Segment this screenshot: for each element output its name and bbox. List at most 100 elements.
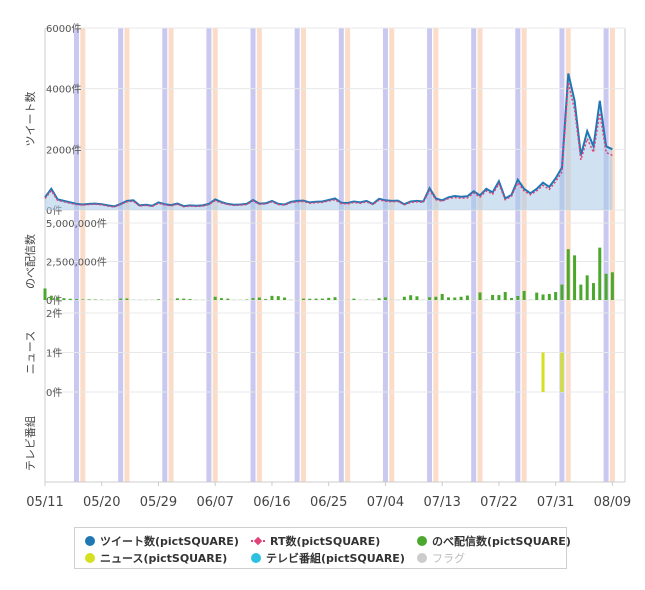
y-tick-label: 0件 bbox=[46, 387, 62, 399]
tweet-area bbox=[45, 73, 613, 210]
delivery-bar bbox=[75, 299, 79, 300]
delivery-bar bbox=[560, 284, 564, 300]
delivery-bar bbox=[610, 272, 614, 300]
news-bar bbox=[560, 352, 564, 392]
y-tick-label: 1件 bbox=[46, 348, 62, 360]
weekend-band-sunday bbox=[80, 28, 86, 482]
y-tick-label: 4000件 bbox=[46, 84, 81, 96]
delivery-bar bbox=[428, 297, 432, 300]
legend-item-rt[interactable]: RT数(pictSQUARE) bbox=[251, 533, 380, 549]
delivery-bar bbox=[301, 298, 305, 300]
weekend-band-saturday bbox=[559, 28, 565, 482]
legend-label: ツイート数(pictSQUARE) bbox=[100, 535, 239, 548]
delivery-bar bbox=[541, 294, 545, 300]
legend: ツイート数(pictSQUARE) RT数(pictSQUARE) のべ配信数(… bbox=[74, 527, 571, 569]
weekend-band-saturday bbox=[118, 28, 124, 482]
x-tick-label: 07/22 bbox=[480, 495, 517, 510]
legend-label: のべ配信数(pictSQUARE) bbox=[432, 535, 571, 548]
delivery-bar bbox=[43, 288, 47, 300]
delivery-bar bbox=[270, 295, 274, 300]
delivery-bar bbox=[446, 297, 450, 300]
delivery-bar bbox=[434, 296, 438, 300]
weekend-band-saturday bbox=[427, 28, 433, 482]
weekend-band-sunday bbox=[609, 28, 615, 482]
delivery-bar bbox=[264, 299, 268, 300]
weekend-band-saturday bbox=[603, 28, 609, 482]
weekend-band-sunday bbox=[477, 28, 483, 482]
delivery-bar bbox=[283, 297, 287, 300]
delivery-bar bbox=[415, 296, 419, 300]
delivery-bar bbox=[251, 298, 255, 300]
delivery-bar bbox=[188, 299, 192, 300]
x-tick-label: 05/11 bbox=[26, 495, 63, 510]
delivery-bar bbox=[497, 295, 501, 300]
legend-dot-icon bbox=[417, 553, 427, 563]
delivery-bar bbox=[547, 293, 551, 300]
dotted-line-icon bbox=[251, 536, 265, 546]
weekend-band-sunday bbox=[389, 28, 395, 482]
delivery-bar bbox=[308, 298, 312, 300]
weekend-band-saturday bbox=[294, 28, 300, 482]
delivery-bar bbox=[377, 298, 381, 300]
delivery-bar bbox=[320, 298, 324, 300]
delivery-bar bbox=[226, 298, 230, 300]
delivery-bar bbox=[119, 298, 123, 300]
delivery-bar bbox=[333, 297, 337, 300]
delivery-bar bbox=[257, 297, 261, 300]
x-tick-label: 06/16 bbox=[253, 495, 290, 510]
delivery-bar bbox=[453, 297, 457, 300]
weekend-band-sunday bbox=[256, 28, 262, 482]
y-axis-label: テレビ番組 bbox=[24, 416, 37, 471]
delivery-bar bbox=[409, 295, 413, 300]
delivery-bar bbox=[566, 249, 570, 300]
weekend-band-saturday bbox=[338, 28, 344, 482]
legend-item-tv[interactable]: テレビ番組(pictSQUARE) bbox=[251, 550, 405, 566]
delivery-bar bbox=[591, 283, 595, 300]
rt-line bbox=[44, 82, 613, 208]
delivery-bar bbox=[554, 291, 558, 300]
tweet-line bbox=[44, 73, 613, 208]
weekend-band-saturday bbox=[74, 28, 80, 482]
delivery-bar bbox=[440, 293, 444, 300]
delivery-bar bbox=[87, 299, 91, 300]
delivery-bar bbox=[49, 295, 53, 300]
weekend-band-saturday bbox=[206, 28, 212, 482]
weekend-band-sunday bbox=[433, 28, 439, 482]
legend-dot-icon bbox=[417, 536, 427, 546]
x-tick-label: 07/04 bbox=[367, 495, 404, 510]
delivery-bar bbox=[402, 296, 406, 300]
weekend-band-sunday bbox=[521, 28, 527, 482]
y-tick-label: 0件 bbox=[46, 295, 62, 307]
delivery-bar bbox=[604, 273, 608, 300]
x-tick-label: 05/29 bbox=[140, 495, 177, 510]
legend-label: RT数(pictSQUARE) bbox=[270, 535, 381, 548]
news-bar bbox=[541, 352, 545, 392]
legend-label: フラグ bbox=[432, 552, 465, 565]
delivery-bar bbox=[62, 298, 66, 300]
delivery-bar bbox=[182, 298, 186, 300]
weekend-band-sunday bbox=[124, 28, 130, 482]
y-tick-label: 2,500,000件 bbox=[46, 257, 107, 269]
delivery-bar bbox=[573, 255, 577, 300]
y-axis-label: ツイート数 bbox=[24, 92, 37, 147]
delivery-bar bbox=[327, 297, 331, 300]
delivery-bar bbox=[510, 297, 514, 300]
weekend-band-saturday bbox=[162, 28, 168, 482]
delivery-bar bbox=[314, 298, 318, 300]
x-tick-label: 07/13 bbox=[423, 495, 460, 510]
legend-item-deliveries[interactable]: のべ配信数(pictSQUARE) bbox=[417, 533, 571, 549]
delivery-bar bbox=[156, 299, 160, 300]
legend-item-flag[interactable]: フラグ bbox=[417, 550, 465, 566]
x-tick-label: 08/09 bbox=[594, 495, 631, 510]
legend-item-news[interactable]: ニュース(pictSQUARE) bbox=[85, 550, 227, 566]
weekend-band-saturday bbox=[471, 28, 477, 482]
delivery-bar bbox=[503, 291, 507, 300]
x-tick-label: 06/25 bbox=[310, 495, 347, 510]
weekend-band-sunday bbox=[345, 28, 351, 482]
y-tick-label: 2000件 bbox=[46, 144, 81, 156]
y-axis-label: ニュース bbox=[24, 331, 37, 374]
legend-item-tweets[interactable]: ツイート数(pictSQUARE) bbox=[85, 533, 239, 549]
legend-dot-icon bbox=[251, 553, 261, 563]
y-tick-label: 2件 bbox=[46, 308, 62, 320]
legend-dot-icon bbox=[85, 536, 95, 546]
